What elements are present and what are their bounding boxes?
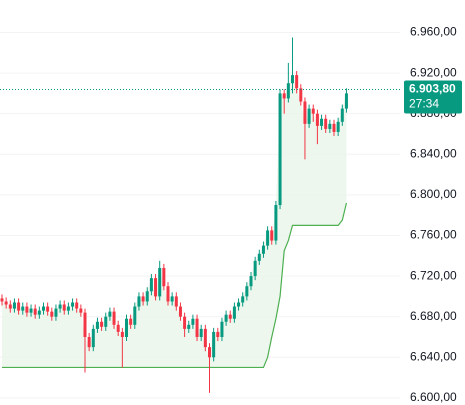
stop-line xyxy=(2,202,348,369)
candle-body xyxy=(228,314,232,319)
candle-body xyxy=(129,318,133,325)
candle-body xyxy=(66,306,70,311)
y-tick-label: 6.720,00 xyxy=(410,268,457,282)
candle-body xyxy=(104,316,108,327)
candle-body xyxy=(87,336,91,348)
candle-body xyxy=(249,276,253,287)
candle-body xyxy=(141,296,145,302)
candle-body xyxy=(42,306,45,311)
candle-body xyxy=(75,302,79,309)
candle-body xyxy=(83,312,87,337)
candle-body xyxy=(154,278,158,297)
y-tick-label: 6.920,00 xyxy=(410,65,457,79)
candle-body xyxy=(303,101,307,124)
candle-body xyxy=(95,321,99,329)
candle-body xyxy=(8,304,12,309)
candle-body xyxy=(266,230,270,246)
candle-body xyxy=(282,93,286,99)
candle-body xyxy=(295,75,299,89)
candle-body xyxy=(46,306,50,312)
candle-body xyxy=(224,314,228,322)
candle-body xyxy=(241,296,245,303)
candle-body xyxy=(220,321,224,337)
candle-body xyxy=(108,311,112,317)
candle-body xyxy=(286,83,290,99)
candle-body xyxy=(253,260,257,277)
candle-body xyxy=(112,311,116,325)
y-tick-label: 6.800,00 xyxy=(410,187,457,201)
candle-body xyxy=(307,108,311,124)
candle-body xyxy=(162,267,166,287)
candle-body xyxy=(261,245,265,254)
candle-body xyxy=(170,296,174,302)
last-price-box xyxy=(404,80,462,114)
candle-body xyxy=(100,321,104,327)
candle-body xyxy=(116,324,120,332)
candle-body xyxy=(195,318,199,337)
candle-body xyxy=(21,306,25,311)
candle-body xyxy=(120,331,124,337)
candle-body xyxy=(278,93,282,206)
candle-body xyxy=(191,318,195,325)
candle-body xyxy=(199,328,203,337)
candle-body xyxy=(208,347,211,358)
candle-body xyxy=(29,308,33,313)
candle-body xyxy=(91,328,95,348)
candle-body xyxy=(340,108,344,122)
candle-body xyxy=(291,75,294,84)
candle-body xyxy=(79,308,83,313)
countdown-label: 27:34 xyxy=(409,97,439,111)
candle-body xyxy=(344,93,348,109)
candle-body xyxy=(58,304,62,309)
candle-body xyxy=(125,318,128,337)
candle-body xyxy=(133,306,137,325)
last-price-label: 6.903,80 xyxy=(409,82,456,96)
candle-body xyxy=(328,123,332,129)
y-tick-label: 6.760,00 xyxy=(410,228,457,242)
y-tick-label: 6.680,00 xyxy=(410,309,457,323)
candle-body xyxy=(71,302,75,307)
candle-body xyxy=(149,278,153,292)
candle-body xyxy=(178,306,182,317)
candle-body xyxy=(315,113,319,126)
candle-body xyxy=(320,118,324,126)
candle-body xyxy=(270,230,274,241)
candle-body xyxy=(37,310,41,315)
candle-body xyxy=(158,267,162,297)
candle-body xyxy=(232,306,236,319)
candle-body xyxy=(54,308,58,317)
candle-body xyxy=(4,301,8,305)
candle-body xyxy=(17,302,21,311)
candle-body xyxy=(166,286,170,302)
candle-body xyxy=(216,331,220,337)
candle-body xyxy=(183,316,187,329)
candle-body xyxy=(324,118,328,129)
candle-body xyxy=(245,286,249,297)
candle-body xyxy=(25,306,29,313)
y-tick-label: 6.640,00 xyxy=(410,349,457,363)
candle-body xyxy=(203,328,207,348)
candle-body xyxy=(311,108,315,114)
candle-body xyxy=(212,331,216,358)
candle-body xyxy=(33,308,37,315)
candle-body xyxy=(50,311,54,317)
candle-body xyxy=(274,205,278,241)
candle-body xyxy=(174,296,178,307)
y-tick-label: 6.840,00 xyxy=(410,146,457,160)
candle-body xyxy=(0,298,4,302)
area-fill xyxy=(2,75,347,368)
candle-body xyxy=(237,302,241,307)
candle-body xyxy=(12,302,16,309)
candle-body xyxy=(137,296,141,307)
candle-body xyxy=(336,121,340,132)
candle-body xyxy=(299,88,303,102)
candle-body xyxy=(187,324,191,329)
y-tick-label: 6.600,00 xyxy=(410,390,457,404)
candle-body xyxy=(257,253,261,261)
candle-body xyxy=(332,123,336,132)
candle-body xyxy=(145,291,149,302)
candle-body xyxy=(62,304,66,311)
y-tick-label: 6.960,00 xyxy=(410,25,457,39)
